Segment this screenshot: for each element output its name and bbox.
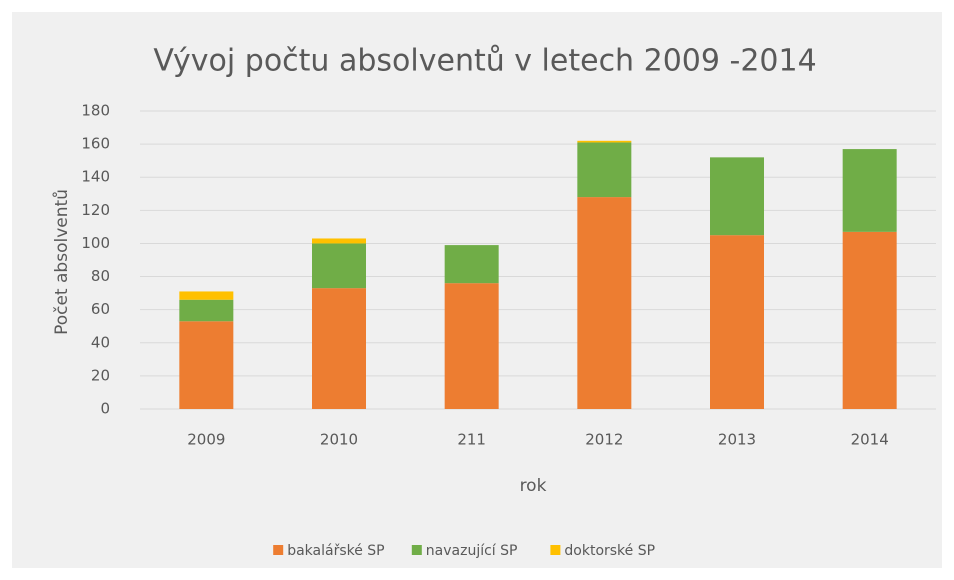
legend-swatch — [550, 545, 561, 555]
bar-segment — [179, 299, 234, 322]
bar-segment — [577, 142, 632, 198]
bar-segment — [842, 231, 897, 409]
bar-segment — [312, 243, 366, 289]
legend-label: doktorské SP — [564, 543, 655, 559]
bar-segment — [179, 291, 234, 300]
bar-segment — [179, 321, 234, 409]
bar-segment — [444, 245, 499, 284]
bar-segment — [444, 283, 499, 409]
y-tick-label: 80 — [91, 267, 110, 285]
x-tick-label: 2012 — [585, 431, 623, 449]
chart-title: Vývoj počtu absolventů v letech 2009 -20… — [153, 44, 816, 79]
x-axis-label: rok — [520, 476, 547, 496]
y-tick-label: 0 — [100, 400, 110, 418]
bar-segment — [842, 149, 897, 232]
y-tick-label: 180 — [81, 102, 110, 120]
y-tick-label: 100 — [81, 234, 110, 252]
y-tick-label: 120 — [81, 201, 110, 219]
bar-segment — [312, 288, 366, 409]
y-tick-label: 160 — [81, 135, 110, 153]
bar-segment — [312, 238, 366, 244]
legend-swatch — [411, 545, 422, 555]
bar-segment — [710, 157, 764, 236]
bar-segment — [710, 235, 764, 409]
x-tick-label: 2010 — [320, 431, 358, 449]
x-tick-label: 2009 — [187, 431, 225, 449]
bar-segment — [577, 197, 632, 409]
x-tick-label: 2013 — [718, 431, 756, 449]
y-tick-label: 40 — [91, 333, 110, 351]
x-tick-label: 2014 — [851, 431, 889, 449]
y-tick-label: 140 — [81, 168, 110, 186]
y-tick-label: 60 — [91, 300, 110, 318]
bar-segment — [577, 140, 632, 143]
x-tick-label: 211 — [457, 431, 486, 449]
legend-label: bakalářské SP — [287, 543, 384, 559]
legend-label: navazující SP — [426, 543, 518, 559]
legend-swatch — [273, 545, 284, 555]
y-tick-label: 20 — [91, 366, 110, 384]
y-axis-label: Počet absolventů — [52, 189, 72, 335]
